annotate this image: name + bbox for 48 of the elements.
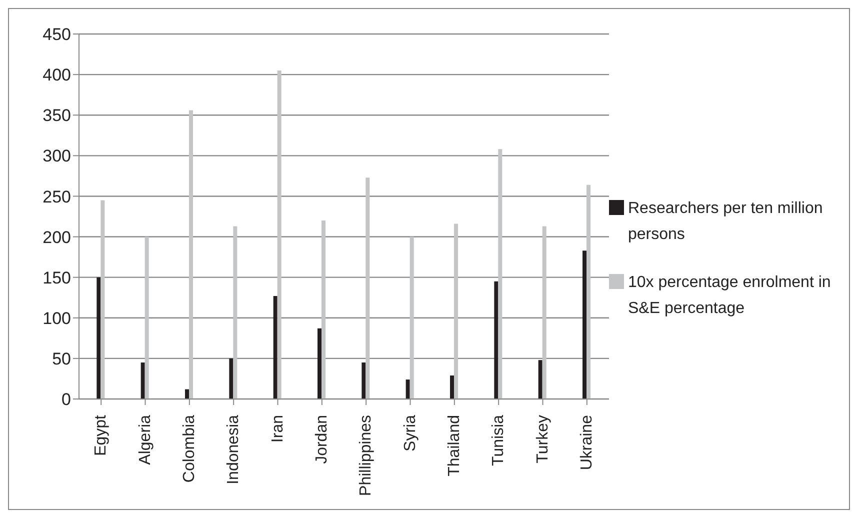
bar [322, 220, 326, 399]
bar [362, 362, 366, 399]
x-tick-label: Algeria [136, 414, 154, 465]
bar [100, 200, 105, 399]
legend-label: 10x percentage enrolment in S&E percentage [628, 273, 832, 319]
y-tick-label: 200 [42, 228, 71, 247]
bar [185, 389, 189, 399]
bar [366, 178, 370, 399]
x-tick-label: Turkey [534, 415, 552, 464]
y-tick-label: 0 [62, 390, 71, 410]
bar [494, 281, 498, 399]
legend-label: Researchers per ten million persons [628, 199, 824, 245]
x-tick-label: Phillippines [358, 415, 375, 496]
bar [144, 236, 149, 399]
bar [538, 360, 542, 399]
y-tick-label: 350 [42, 106, 71, 126]
x-tick-label: Iran [269, 415, 286, 443]
bar [189, 110, 193, 399]
y-tick-label: 450 [42, 25, 71, 44]
bar [277, 70, 282, 399]
bar [582, 250, 586, 399]
bar [96, 277, 101, 399]
bar [233, 226, 238, 399]
y-tick-label: 100 [42, 308, 71, 328]
bar [229, 358, 234, 399]
bar [586, 184, 590, 399]
bar [140, 362, 145, 399]
x-tick-label: Syria [402, 414, 419, 452]
y-tick-label: 300 [42, 146, 71, 166]
x-tick-label: Thailand [446, 415, 463, 476]
x-tick-label: Ukraine [578, 414, 596, 470]
x-tick-label: Colombia [180, 414, 198, 483]
y-tick-label: 250 [42, 187, 71, 206]
bar [318, 328, 322, 399]
y-tick-label: 400 [42, 66, 71, 85]
bar [498, 149, 502, 399]
bar [273, 296, 278, 399]
y-tick-label: 50 [52, 349, 71, 368]
x-tick-label: Tunisia [490, 414, 508, 466]
x-tick-label: Egypt [92, 414, 110, 456]
bar [454, 224, 458, 399]
bar [406, 380, 410, 399]
y-tick-label: 150 [42, 268, 71, 288]
bar [410, 236, 414, 399]
bar [542, 226, 546, 399]
bar [450, 375, 454, 399]
x-tick-label: Indonesia [225, 414, 242, 484]
x-tick-label: Jordan [313, 415, 330, 464]
